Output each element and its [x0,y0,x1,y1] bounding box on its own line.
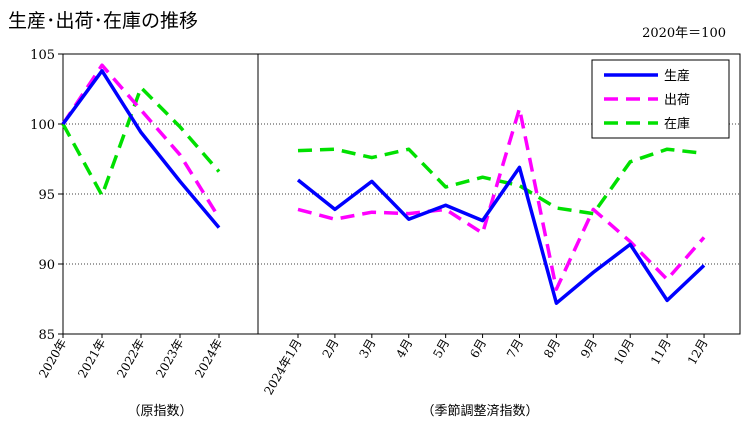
x-tick-label: 2024年1月 [261,337,304,398]
x-tick-label: 4月 [393,337,415,361]
x-tick-label: 2020年 [36,337,69,381]
series-line-在庫 [61,85,221,198]
y-tick-label: 85 [38,328,55,343]
x-tick-label: 12月 [685,337,711,368]
x-tick-label: 5月 [430,337,452,361]
x-tick-label: 8月 [541,337,563,361]
x-tick-label: 11月 [648,337,674,368]
x-tick-label: 2021年 [75,337,108,381]
series-line-出荷 [297,106,706,291]
legend-label-生産: 生産 [664,68,690,84]
x-tick-label: 2023年 [153,337,186,381]
x-tick-label: 9月 [578,337,600,361]
x-tick-label: 7月 [504,337,526,361]
x-tick-label: 2月 [320,337,342,361]
x-tick-label: 10月 [611,337,637,368]
y-tick-label: 95 [38,188,55,203]
group-label-annual: （原指数） [127,404,192,419]
y-tick-label: 100 [30,118,55,133]
group-label-monthly: （季節調整済指数） [421,403,538,419]
series-line-生産 [296,165,706,305]
series-line-生産 [61,69,221,229]
y-tick-label: 90 [38,258,55,273]
legend-label-在庫: 在庫 [664,117,690,132]
series-line-在庫 [297,147,705,216]
chart-title: 生産･出荷･在庫の推移 [8,10,199,32]
y-tick-label: 105 [30,48,55,63]
base-year-note: 2020年＝100 [642,26,726,41]
legend-label-出荷: 出荷 [664,93,690,108]
x-tick-label: 2024年 [192,337,225,381]
x-tick-label: 3月 [356,337,378,361]
x-tick-label: 6月 [467,337,489,361]
series-line-出荷 [61,63,221,219]
x-tick-label: 2022年 [114,337,147,381]
